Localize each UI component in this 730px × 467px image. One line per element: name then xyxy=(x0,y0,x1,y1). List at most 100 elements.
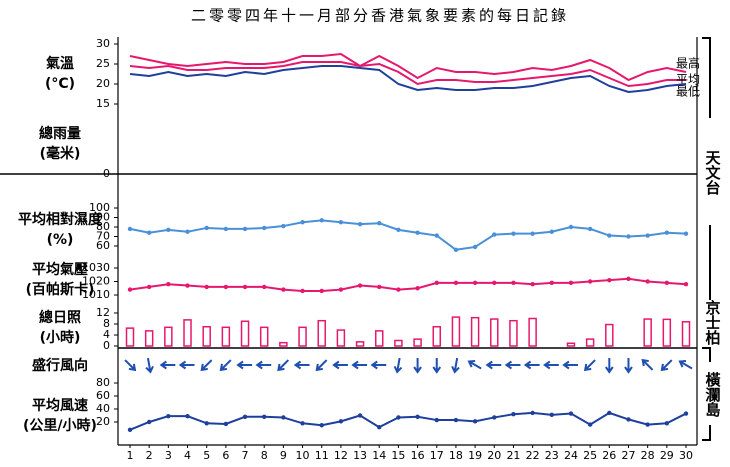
line xyxy=(129,219,687,251)
x-tick-label: 23 xyxy=(545,449,559,462)
bar xyxy=(413,338,422,347)
point xyxy=(319,218,324,223)
y-tick-label: 1010 xyxy=(82,288,110,301)
point xyxy=(281,223,286,229)
point xyxy=(204,225,209,231)
chart-title: 二零零四年十一月部分香港氣象要素的每日記錄 xyxy=(191,7,569,25)
point xyxy=(492,280,497,286)
x-tick-label: 22 xyxy=(526,449,540,462)
bar xyxy=(144,330,154,347)
x-tick-label: 5 xyxy=(203,449,210,462)
point xyxy=(377,221,382,226)
station-label: 天文台 xyxy=(704,150,722,196)
point xyxy=(396,415,401,420)
wind-arrow xyxy=(159,360,176,370)
bar xyxy=(528,317,537,347)
y-tick-label: 1030 xyxy=(82,261,110,274)
bar xyxy=(336,329,346,347)
point xyxy=(434,417,439,423)
wind-arrow xyxy=(678,359,693,370)
bar xyxy=(202,326,211,347)
line xyxy=(129,411,687,431)
point xyxy=(319,423,324,428)
point xyxy=(549,412,554,418)
panel-label: 盛行風向 xyxy=(32,357,88,374)
point xyxy=(664,230,670,235)
wind-arrow xyxy=(624,358,633,374)
point xyxy=(511,412,516,417)
bar xyxy=(374,330,384,347)
wind-arrow xyxy=(604,358,614,374)
point xyxy=(607,233,612,238)
point xyxy=(166,227,171,233)
wind-arrow xyxy=(370,360,387,370)
point xyxy=(607,410,612,416)
point xyxy=(492,232,497,237)
point xyxy=(166,282,171,287)
point xyxy=(300,421,305,426)
wind-arrow xyxy=(351,360,368,370)
point xyxy=(166,413,171,419)
bar xyxy=(585,338,595,347)
y-tick-label: 40 xyxy=(96,402,110,415)
bracket xyxy=(702,347,711,362)
point xyxy=(377,425,382,430)
point xyxy=(415,230,420,235)
bar xyxy=(681,321,691,347)
bar xyxy=(470,316,480,347)
point xyxy=(127,287,133,292)
wind-arrow xyxy=(178,360,195,370)
bar xyxy=(240,320,250,347)
wind-arrow xyxy=(523,360,540,370)
point xyxy=(300,288,305,294)
x-tick-label: 20 xyxy=(487,449,501,462)
point xyxy=(357,221,363,227)
panel-label: 平均氣壓 xyxy=(32,261,88,278)
station-label: 京士柏 xyxy=(704,299,722,346)
point xyxy=(357,413,363,418)
wind-arrow xyxy=(219,359,232,372)
panel-label: (°C) xyxy=(45,76,75,92)
y-tick-label: 8 xyxy=(103,317,110,330)
bar xyxy=(259,326,269,347)
y-tick-label: 80 xyxy=(96,376,110,389)
wind-arrow xyxy=(315,359,328,372)
wind-arrow xyxy=(504,360,521,370)
x-tick-label: 16 xyxy=(411,449,425,462)
wind-arrow xyxy=(293,360,310,370)
x-tick-label: 24 xyxy=(564,449,578,462)
x-tick-label: 3 xyxy=(165,449,172,462)
y-tick-label: 60 xyxy=(96,239,110,252)
y-tick-label: 70 xyxy=(96,230,110,243)
point xyxy=(530,282,535,287)
line xyxy=(129,61,686,88)
x-tick-label: 11 xyxy=(315,449,329,462)
line xyxy=(129,52,687,82)
point xyxy=(281,415,286,420)
point xyxy=(664,421,670,426)
point xyxy=(357,283,363,288)
bracket xyxy=(702,425,711,441)
point xyxy=(645,233,650,238)
point xyxy=(511,280,516,286)
x-tick-label: 1 xyxy=(127,449,134,462)
point xyxy=(626,234,631,239)
point xyxy=(549,280,554,286)
point xyxy=(127,226,133,232)
bar xyxy=(643,318,652,347)
point xyxy=(664,280,670,286)
bar xyxy=(125,327,135,347)
point xyxy=(472,244,478,250)
x-tick-label: 14 xyxy=(372,449,386,462)
wind-arrow xyxy=(562,360,578,370)
x-tick-label: 17 xyxy=(430,449,444,462)
x-tick-label: 4 xyxy=(184,449,191,462)
point xyxy=(472,419,478,424)
point xyxy=(683,282,689,287)
point xyxy=(377,284,382,290)
panel-label: (百帕斯卡) xyxy=(26,281,95,298)
point xyxy=(338,287,344,292)
point xyxy=(568,411,574,416)
wind-arrow xyxy=(200,359,213,372)
